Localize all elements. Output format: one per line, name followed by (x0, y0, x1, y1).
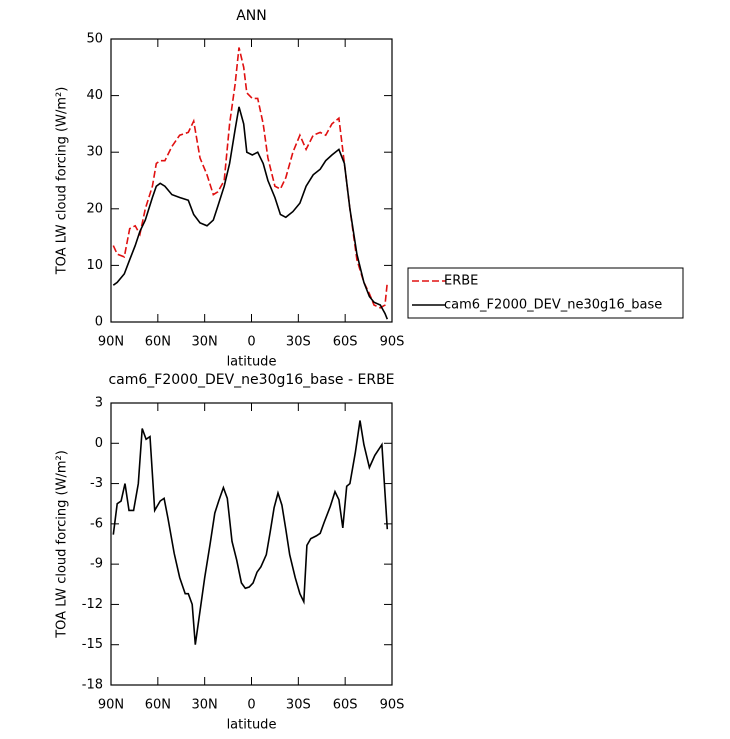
x-tick-label: 60N (145, 335, 171, 350)
legend-label: cam6_F2000_DEV_ne30g16_base (444, 298, 662, 313)
y-tick-label: -15 (82, 637, 103, 652)
data-line (112, 420, 389, 645)
x-tick-label: 90N (98, 335, 124, 350)
x-tick-label: 30S (286, 698, 311, 713)
x-tick-label: 30S (286, 335, 311, 350)
data-line (112, 47, 389, 309)
y-tick-label: 50 (86, 32, 103, 47)
legend-label: ERBE (444, 274, 478, 289)
x-tick-label: 60S (333, 335, 358, 350)
y-tick-label: 10 (86, 258, 103, 273)
x-tick-label: 0 (247, 698, 255, 713)
y-tick-label: 30 (86, 145, 103, 160)
y-tick-label: -18 (82, 678, 103, 693)
x-tick-label: 0 (247, 335, 255, 350)
x-tick-label: 60S (333, 698, 358, 713)
y-tick-label: -3 (90, 476, 103, 491)
y-tick-label: 20 (86, 201, 103, 216)
x-tick-label: 60N (145, 698, 171, 713)
x-tick-label: 90S (380, 698, 405, 713)
data-line (112, 106, 389, 320)
y-tick-label: 40 (86, 88, 103, 103)
y-tick-label: -9 (90, 557, 103, 572)
x-tick-label: 90N (98, 698, 124, 713)
chart-title: ANN (236, 8, 267, 24)
x-tick-label: 90S (380, 335, 405, 350)
x-axis-label: latitude (227, 718, 277, 733)
y-axis-label: TOA LW cloud forcing (W/m²) (55, 450, 70, 639)
x-axis-label: latitude (227, 355, 277, 370)
y-tick-label: -12 (82, 597, 103, 612)
y-axis-label: TOA LW cloud forcing (W/m²) (55, 87, 70, 276)
chart-title: cam6_F2000_DEV_ne30g16_base - ERBE (108, 372, 394, 388)
y-tick-label: 3 (95, 396, 103, 411)
plot-frame (110, 402, 393, 686)
y-tick-label: 0 (95, 436, 103, 451)
x-tick-label: 30N (192, 335, 218, 350)
x-tick-label: 30N (192, 698, 218, 713)
y-tick-label: -6 (90, 516, 103, 531)
plot-frame (110, 38, 393, 323)
y-tick-label: 0 (95, 315, 103, 330)
legend-box (407, 267, 684, 319)
